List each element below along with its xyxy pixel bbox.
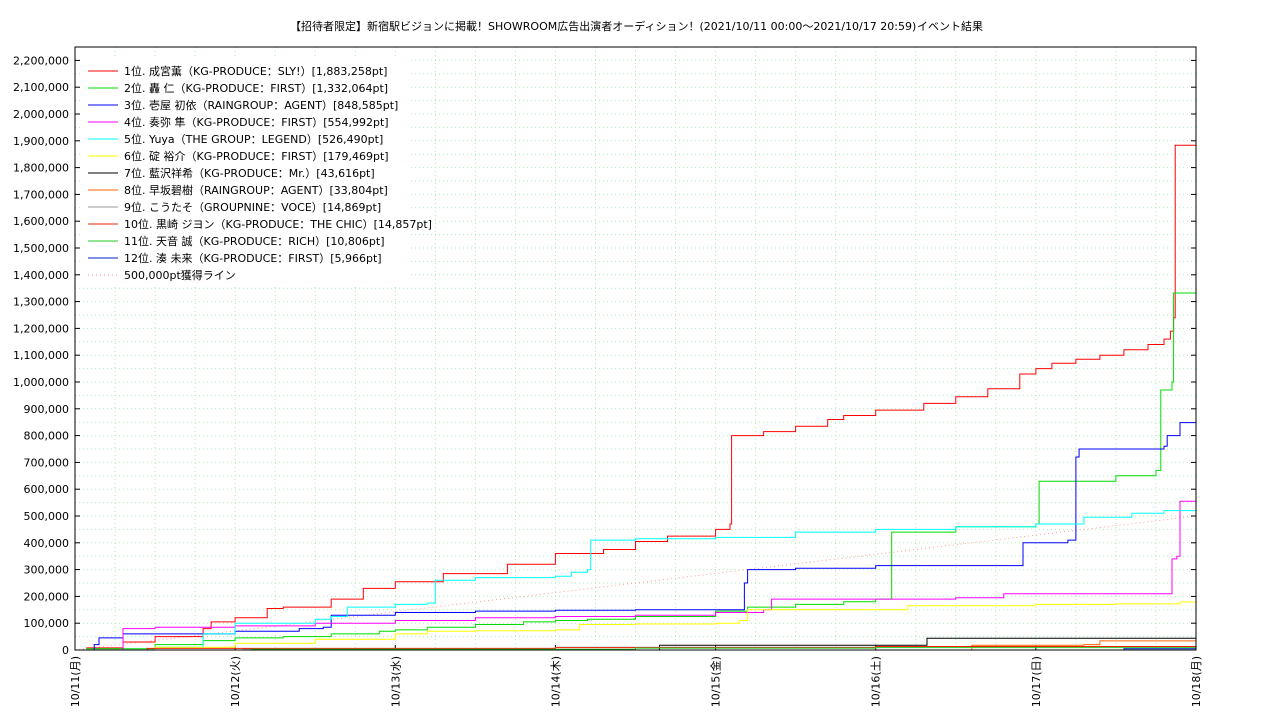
x-tick-label: 10/18(月) xyxy=(1190,656,1203,707)
legend-label: 10位. 黒崎 ジヨン（KG-PRODUCE：THE CHIC）[14,857p… xyxy=(124,217,432,231)
reference-line xyxy=(74,515,1197,651)
y-tick-label: 1,800,000 xyxy=(13,162,69,175)
legend-label: 6位. 碇 裕介（KG-PRODUCE：FIRST）[179,469pt] xyxy=(124,149,389,163)
y-tick-label: 1,300,000 xyxy=(13,296,69,309)
chart-title: 【招待者限定】新宿駅ビジョンに掲載！SHOWROOM広告出演者オーディション！(… xyxy=(290,19,916,33)
y-tick-label: 200,000 xyxy=(24,590,70,603)
y-tick-label: 1,100,000 xyxy=(13,349,69,362)
y-tick-label: 800,000 xyxy=(24,430,70,443)
x-tick-label: 10/11(月) xyxy=(69,656,82,707)
legend-label: 3位. 壱屋 初依（RAINGROUP：AGENT）[848,585pt] xyxy=(124,98,398,112)
y-tick-label: 1,000,000 xyxy=(13,376,69,389)
y-tick-label: 1,600,000 xyxy=(13,215,69,228)
plot-frame xyxy=(74,46,1197,651)
legend-label: 9位. こうたそ（GROUPNINE：VOCE）[14,869pt] xyxy=(124,200,381,214)
series-line xyxy=(86,508,1197,651)
y-tick-label: 1,900,000 xyxy=(13,135,69,148)
legend-label: 2位. 轟 仁（KG-PRODUCE：FIRST）[1,332,064pt] xyxy=(124,81,388,95)
y-axis: 0 100,000 200,000 300,000 400,000 500,000 600,… xyxy=(13,54,1196,657)
series-line xyxy=(86,144,1196,649)
legend-label: 5位. Yuya（THE GROUP：LEGEND）[526,490pt] xyxy=(124,132,383,146)
y-tick-label: 1,400,000 xyxy=(13,269,69,282)
legend-label: 500,000pt獲得ライン xyxy=(124,269,236,282)
y-tick-label: 700,000 xyxy=(24,456,70,469)
y-tick-label: 600,000 xyxy=(24,483,70,496)
legend-label: 8位. 早坂碧樹（RAINGROUP：AGENT）[33,804pt] xyxy=(124,183,388,197)
legend-label: 1位. 成宮薫（KG-PRODUCE：SLY!）[1,883,258pt] xyxy=(124,64,387,78)
x-tick-label: 10/17(日) xyxy=(1030,656,1043,707)
y-tick-label: 400,000 xyxy=(24,537,70,550)
x-axis: 10/11(月) 10/12(火) 10/13(水) 10/14(木) 10/15(金)… xyxy=(69,645,1203,707)
chart-subtitle: イベント結果 xyxy=(917,19,983,33)
series-line xyxy=(86,601,1197,651)
y-tick-label: 1,500,000 xyxy=(13,242,69,255)
series-line xyxy=(86,292,1196,650)
y-tick-label: 2,000,000 xyxy=(13,108,69,121)
x-tick-label: 10/16(土) xyxy=(870,656,883,707)
reference-line-layer xyxy=(74,515,1197,651)
y-tick-label: 100,000 xyxy=(24,617,70,630)
y-tick-label: 500,000 xyxy=(24,510,70,523)
y-tick-label: 300,000 xyxy=(24,564,70,577)
y-tick-label: 1,700,000 xyxy=(13,188,69,201)
x-tick-label: 10/14(木) xyxy=(549,656,562,707)
legend-label: 11位. 天音 誠（KG-PRODUCE：RICH）[10,806pt] xyxy=(124,234,385,248)
series-line xyxy=(86,422,1196,651)
legend-label: 4位. 奏弥 隼（KG-PRODUCE：FIRST）[554,992pt] xyxy=(124,115,389,129)
series-line xyxy=(86,500,1196,651)
y-tick-label: 2,100,000 xyxy=(13,81,69,94)
y-tick-label: 1,200,000 xyxy=(13,322,69,335)
y-tick-label: 2,200,000 xyxy=(13,54,69,67)
legend-label: 12位. 湊 未来（KG-PRODUCE：FIRST）[5,966pt] xyxy=(124,251,382,265)
legend-background xyxy=(80,58,410,286)
legend-label: 7位. 藍沢祥希（KG-PRODUCE：Mr.）[43,616pt] xyxy=(124,166,375,180)
y-tick-label: 0 xyxy=(62,644,69,657)
x-tick-label: 10/15(金) xyxy=(709,656,723,707)
legend: 1位. 成宮薫（KG-PRODUCE：SLY!）[1,883,258pt] 2位.… xyxy=(80,58,432,286)
x-tick-label: 10/13(水) xyxy=(389,656,402,707)
y-tick-label: 900,000 xyxy=(24,403,70,416)
x-tick-label: 10/12(火) xyxy=(229,656,242,707)
